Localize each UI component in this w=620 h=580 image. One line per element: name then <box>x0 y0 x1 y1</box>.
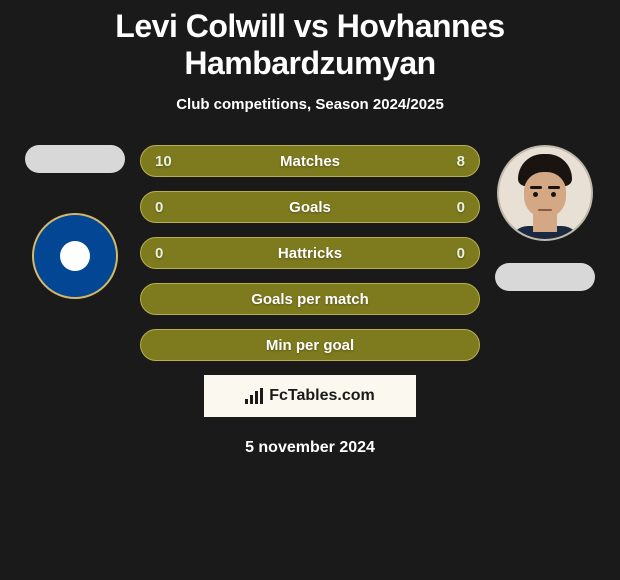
player-left-column <box>20 145 130 299</box>
player-right-club-placeholder <box>495 263 595 291</box>
player-right-column <box>490 145 600 291</box>
player-left-club-badge <box>32 213 118 299</box>
stat-row-hattricks: 0 Hattricks 0 <box>140 237 480 269</box>
stat-label: Matches <box>280 153 340 170</box>
branding-box: FcTables.com <box>204 375 416 417</box>
stat-label: Goals per match <box>251 291 369 308</box>
stat-row-goals: 0 Goals 0 <box>140 191 480 223</box>
stat-left-value: 10 <box>155 153 172 170</box>
stat-right-value: 8 <box>457 153 465 170</box>
branding-text: FcTables.com <box>269 387 375 405</box>
stat-left-value: 0 <box>155 199 163 216</box>
stat-row-matches: 10 Matches 8 <box>140 145 480 177</box>
page-title: Levi Colwill vs Hovhannes Hambardzumyan <box>0 0 620 82</box>
player-right-photo <box>497 145 593 241</box>
stat-row-goals-per-match: Goals per match <box>140 283 480 315</box>
stats-column: 10 Matches 8 0 Goals 0 0 Hattricks 0 Goa… <box>130 145 490 361</box>
stat-label: Hattricks <box>278 245 342 262</box>
club-badge-inner <box>60 241 90 271</box>
stat-right-value: 0 <box>457 245 465 262</box>
date-text: 5 november 2024 <box>0 439 620 457</box>
player-left-photo-placeholder <box>25 145 125 173</box>
stat-label: Goals <box>289 199 331 216</box>
stat-left-value: 0 <box>155 245 163 262</box>
stat-right-value: 0 <box>457 199 465 216</box>
subtitle: Club competitions, Season 2024/2025 <box>0 96 620 113</box>
stat-label: Min per goal <box>266 337 354 354</box>
stat-row-min-per-goal: Min per goal <box>140 329 480 361</box>
comparison-container: 10 Matches 8 0 Goals 0 0 Hattricks 0 Goa… <box>0 145 620 361</box>
bar-chart-icon <box>245 388 265 404</box>
